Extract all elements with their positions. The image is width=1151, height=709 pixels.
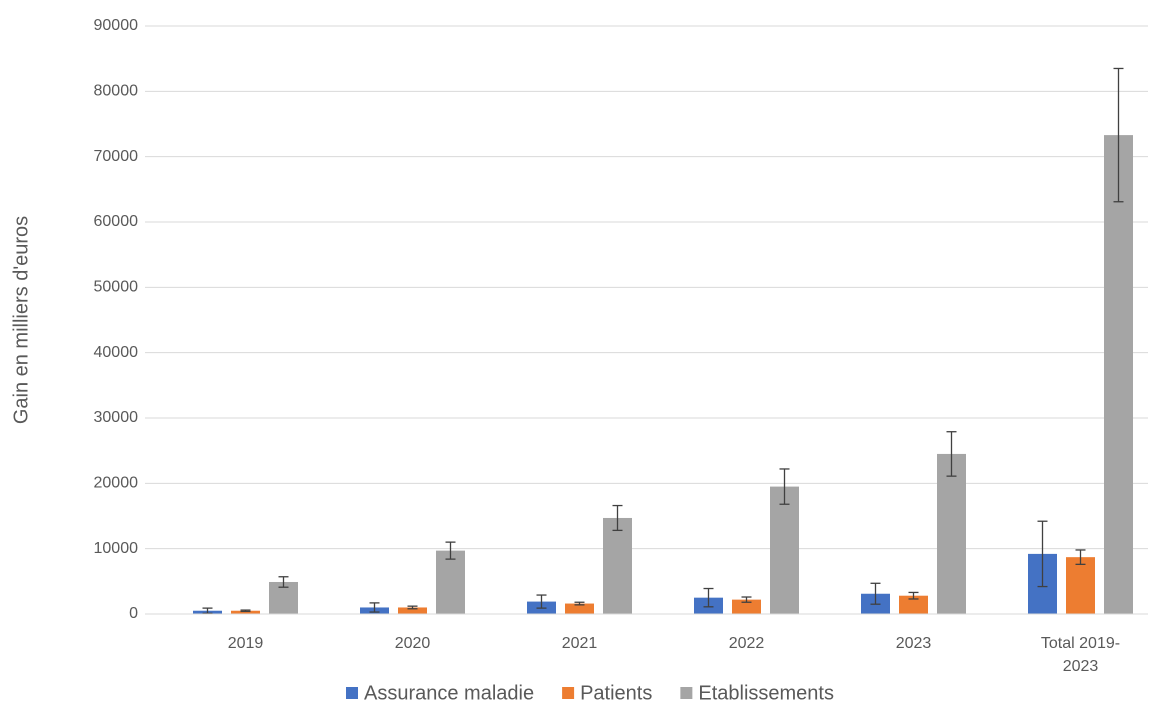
- bar: [1066, 557, 1095, 614]
- bar: [770, 486, 799, 614]
- bar: [398, 607, 427, 614]
- y-tick-label: 80000: [94, 83, 139, 100]
- bar: [732, 599, 761, 614]
- y-tick-label: 0: [129, 605, 138, 622]
- legend-swatch: [680, 687, 693, 699]
- y-tick-label: 20000: [94, 475, 139, 492]
- x-tick-label: 2020: [394, 635, 431, 652]
- bar: [231, 610, 260, 614]
- x-tick-label: 2022: [728, 635, 765, 652]
- y-tick-label: 10000: [94, 540, 139, 557]
- legend-swatch: [346, 687, 359, 699]
- legend-label: Assurance maladie: [364, 682, 534, 704]
- y-tick-label: 30000: [94, 409, 139, 426]
- y-tick-label: 90000: [94, 17, 139, 34]
- bar: [436, 550, 465, 614]
- y-tick-label: 50000: [94, 279, 139, 296]
- legend-swatch: [562, 687, 575, 699]
- x-tick-label: 2021: [561, 635, 598, 652]
- bar: [603, 517, 632, 614]
- legend-label: Etablissements: [698, 682, 834, 704]
- x-tick-label: 2023: [895, 635, 932, 652]
- y-tick-label: 70000: [94, 148, 139, 165]
- bar: [937, 453, 966, 614]
- bar: [1104, 135, 1133, 614]
- bar: [899, 595, 928, 614]
- legend-label: Patients: [580, 682, 652, 704]
- x-tick-label: Total 2019-2023: [1040, 635, 1121, 675]
- x-tick-label: 2019: [227, 635, 264, 652]
- bar: [565, 603, 594, 614]
- y-tick-label: 60000: [94, 213, 139, 230]
- y-axis-title: Gain en milliers d'euros: [10, 216, 32, 424]
- y-tick-label: 40000: [94, 344, 139, 361]
